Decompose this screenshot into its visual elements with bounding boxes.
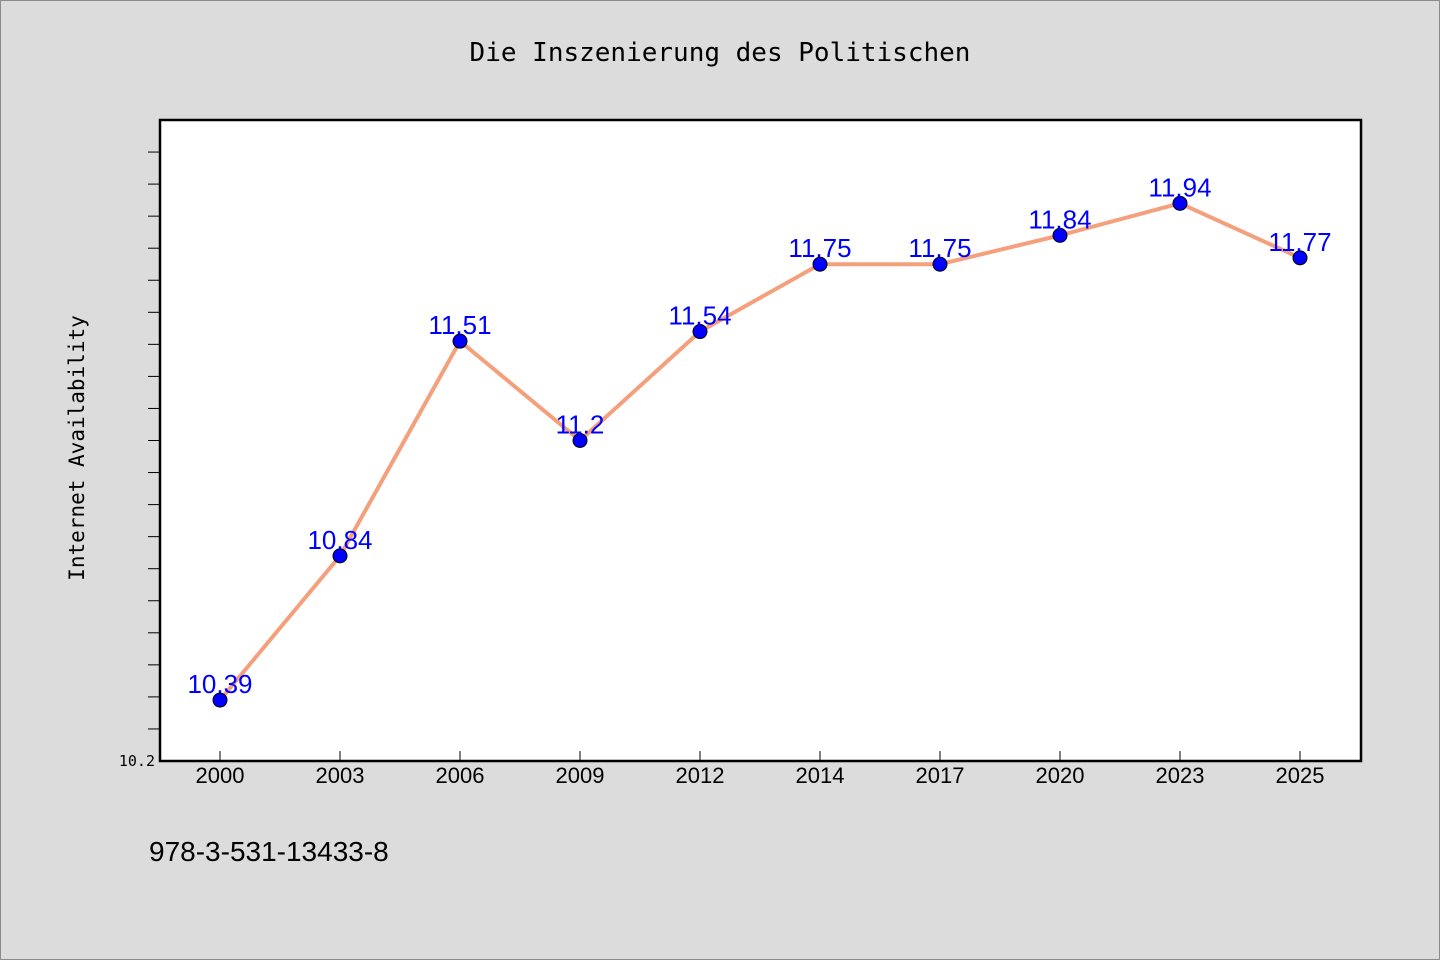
data-point	[452, 333, 468, 349]
x-tick-label: 2006	[436, 763, 485, 788]
x-tick-label: 2014	[796, 763, 845, 788]
data-point	[332, 548, 348, 564]
plot-area	[158, 118, 1363, 763]
y-axis-ticks: 10.2	[119, 151, 160, 770]
x-tick-label: 2017	[916, 763, 965, 788]
data-point	[1292, 250, 1308, 266]
data-labels: 10.39 10.84 11.51 11.2 11.54 11.75 11.75 11.84 1…	[187, 172, 1331, 699]
data-point	[1052, 227, 1068, 243]
data-label: 11.75	[788, 233, 851, 263]
chart-title: Die Inszenierung des Politischen	[470, 38, 971, 68]
x-tick-label: 2020	[1036, 763, 1085, 788]
data-label: 11.84	[1028, 204, 1091, 234]
x-tick-label: 2003	[316, 763, 365, 788]
data-point	[812, 256, 828, 272]
data-point	[1172, 195, 1188, 211]
data-label: 11.2	[556, 410, 605, 440]
x-tick-label: 2000	[196, 763, 245, 788]
y-axis-label: Internet Availability	[65, 315, 89, 581]
data-point	[692, 324, 708, 340]
y-tick-label: 10.2	[119, 752, 155, 770]
series-lines	[218, 201, 1301, 702]
series-markers	[212, 195, 1308, 708]
data-point	[212, 692, 228, 708]
series-line	[218, 201, 1301, 702]
data-label: 11.75	[908, 233, 971, 263]
x-tick-label: 2025	[1276, 763, 1325, 788]
x-tick-label: 2009	[556, 763, 605, 788]
data-point	[572, 433, 588, 448]
data-label: 11.51	[428, 310, 491, 340]
x-tick-label: 2023	[1156, 763, 1205, 788]
data-label: 10.84	[307, 525, 372, 555]
data-point	[932, 256, 948, 272]
data-label: 11.77	[1268, 227, 1331, 257]
data-label: 11.54	[668, 301, 731, 331]
data-label: 11.94	[1148, 172, 1211, 202]
x-axis-ticks: 2000 2003 2006 2009 2012 2014 2017 2020 2023 2025	[196, 751, 1325, 788]
isbn-footer: 978-3-531-13433-8	[149, 836, 389, 867]
x-tick-label: 2012	[676, 763, 725, 788]
data-label: 10.39	[187, 669, 252, 699]
